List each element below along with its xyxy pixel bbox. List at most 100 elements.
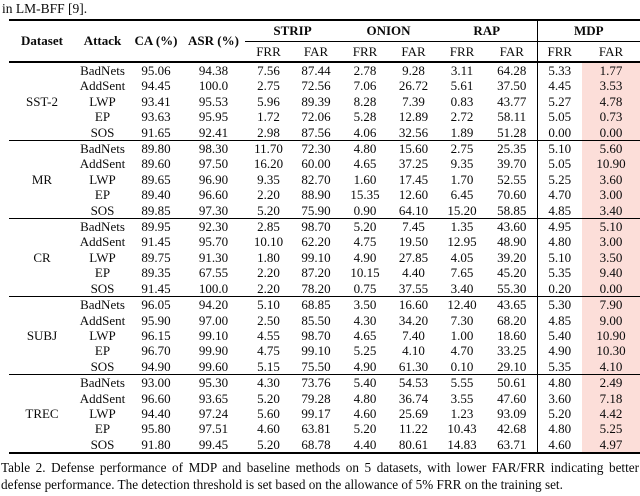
rap-far-value: 39.20 [497,249,527,265]
rap-far-value: 47.60 [497,390,527,406]
onion-far-value: 12.60 [398,187,429,203]
onion-far-value: 26.72 [398,78,429,94]
dataset-label: CR [33,249,51,265]
onion-frr-value: 0.90 [353,202,377,218]
strip-far-value: 99.17 [301,405,331,421]
mdp-far-value: 4.42 [582,405,640,422]
ca-value: 89.75 [141,249,171,265]
col-header-mdp: MDP [536,20,640,42]
asr-value: 95.95 [198,109,229,125]
asr-value: 93.65 [198,390,229,406]
onion-frr-value: 8.28 [353,93,377,109]
onion-frr-value: 4.30 [353,312,377,328]
dataset-label: TREC [25,405,59,421]
attack-label: AddSent [79,390,126,406]
strip-far-value: 99.10 [301,249,331,265]
col-header-asr: ASR (%) [188,33,239,48]
table-row: SOS 91.80 99.45 5.20 68.78 4.40 80.61 14.83 63.7… [9,436,640,454]
mdp-frr-value: 5.33 [536,62,583,79]
onion-frr-value: 0.75 [353,280,377,296]
rap-far-value: 93.09 [497,405,527,421]
subheader-onion-frr: FRR [352,43,378,59]
onion-far-value: 17.45 [398,171,429,187]
mdp-far-value: 1.77 [582,62,640,79]
onion-far-value: 9.28 [402,63,425,78]
strip-frr-value: 5.20 [257,390,280,406]
subheader-mdp-frr: FRR [536,41,583,62]
col-header-attack: Attack [83,33,122,48]
strip-far-value: 68.78 [301,436,331,452]
attack-label: BadNets [80,375,125,391]
rap-far-value: 42.68 [497,421,527,437]
mdp-far-value: 4.97 [582,436,640,454]
onion-frr-value: 10.15 [350,265,380,281]
rap-frr-value: 12.95 [447,234,477,250]
mdp-frr-value: 5.25 [536,171,583,188]
onion-frr-value: 4.65 [353,327,377,343]
table-row: AddSent 89.60 97.50 16.20 60.00 4.65 37.25 9.35… [9,156,640,172]
rap-frr-value: 6.45 [450,187,474,203]
table-row: EP 89.35 67.55 2.20 87.20 10.15 4.40 7.65 45.20 5… [9,265,640,281]
asr-value: 100.0 [198,78,229,94]
strip-frr-value: 2.50 [257,312,280,328]
attack-label: EP [94,265,111,281]
rap-frr-value: 1.89 [450,124,474,140]
strip-frr-value: 5.10 [257,297,280,313]
strip-far-value: 60.00 [301,156,331,172]
onion-frr-value: 4.06 [353,124,377,140]
ca-value: 89.40 [141,187,171,203]
subheader-strip-far: FAR [303,43,329,59]
rap-frr-value: 4.70 [450,343,474,359]
strip-far-value: 75.90 [301,202,331,218]
table-row: SST-2 BadNets 95.06 94.38 7.56 87.44 2.78 9.28 3… [9,62,640,109]
table-row: AddSent 96.60 93.65 5.20 79.28 4.80 36.74 3.55 4… [9,390,640,406]
attack-label: SOS [90,358,115,374]
onion-frr-value: 4.65 [353,156,377,172]
table-row: MR BadNets 89.80 98.30 11.70 72.30 4.80 15.60 2.… [9,140,640,187]
dataset-label: MR [31,171,53,187]
mdp-far-value: 4.78 [582,93,640,110]
strip-far-value: 68.85 [301,297,331,313]
rap-far-value: 29.10 [497,358,527,374]
rap-frr-value: 10.43 [447,421,477,437]
table-row: SOS 94.90 99.60 5.15 75.50 4.90 61.30 0.10 29.10… [9,358,640,375]
onion-frr-value: 4.60 [353,405,377,421]
mdp-far-value: 10.90 [582,327,640,344]
table-row: CR BadNets 89.95 92.30 2.85 98.70 5.20 7.45 1.35… [9,218,640,265]
ca-value: 96.60 [141,390,171,406]
rap-far-value: 63.71 [497,436,527,452]
onion-far-value: 4.40 [402,265,425,281]
method-header-row: Dataset Attack CA (%) ASR (%) STRIP ONIO… [9,20,640,48]
onion-frr-value: 5.40 [353,375,377,391]
asr-value: 99.60 [198,358,229,374]
onion-far-value: 4.10 [402,343,425,359]
onion-frr-value: 4.75 [353,234,377,250]
mdp-frr-value: 5.30 [536,296,583,313]
strip-frr-value: 11.70 [254,141,283,157]
strip-frr-value: 4.75 [257,343,280,359]
asr-value: 97.00 [198,312,229,328]
rap-far-value: 55.30 [497,280,527,296]
strip-frr-value: 2.75 [257,78,280,94]
mdp-frr-value: 4.60 [536,436,583,454]
asr-value: 100.0 [198,280,229,296]
asr-value: 95.53 [198,93,229,109]
mdp-frr-value: 5.27 [536,93,583,110]
asr-value: 97.50 [198,156,229,172]
strip-frr-value: 5.96 [257,93,280,109]
strip-far-value: 62.20 [301,234,331,250]
onion-far-value: 32.56 [398,124,429,140]
mdp-far-value: 0.73 [582,109,640,125]
attack-label: SOS [90,124,115,140]
onion-far-value: 36.74 [398,390,429,406]
mdp-far-value: 7.18 [582,390,640,406]
mdp-far-value: 3.60 [582,171,640,188]
onion-far-value: 27.85 [398,249,429,265]
attack-label: LWP [89,405,116,421]
rap-far-value: 52.55 [497,171,527,187]
ca-value: 91.45 [141,280,171,296]
attack-label: BadNets [80,219,125,235]
strip-frr-value: 5.15 [257,358,280,374]
strip-far-value: 87.20 [301,265,331,281]
col-header-rap: RAP [437,20,538,42]
